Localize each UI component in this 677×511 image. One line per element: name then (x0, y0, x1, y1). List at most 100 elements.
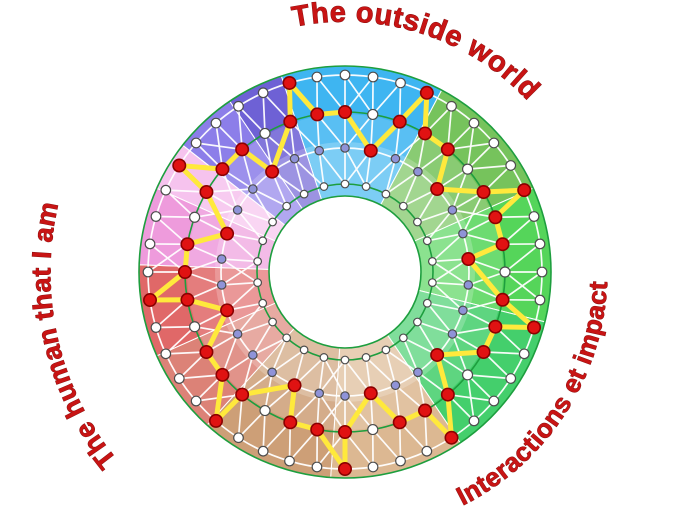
red-node (495, 237, 510, 252)
red-node (430, 347, 445, 362)
node-mid-purple (267, 367, 277, 378)
node-mid-purple (390, 153, 401, 164)
red-node (527, 320, 542, 335)
node-outer-white (311, 461, 323, 473)
node-mid-white (189, 211, 201, 223)
red-node (417, 403, 432, 418)
node-inner-white (398, 201, 408, 211)
node-inner-white (268, 217, 277, 227)
node-outer-white (468, 415, 480, 427)
red-node (178, 264, 193, 279)
red-node (310, 422, 325, 437)
node-mid-purple (447, 329, 458, 339)
node-inner-white (340, 355, 350, 365)
node-outer-white (257, 445, 269, 457)
node-mid-purple (216, 254, 227, 264)
red-node (215, 367, 230, 382)
node-mid-purple (390, 380, 401, 391)
red-node (199, 185, 214, 200)
node-inner-white (299, 345, 309, 355)
red-node (180, 292, 195, 307)
node-mid-purple (232, 205, 243, 215)
node-outer-white (233, 100, 244, 112)
red-node (440, 142, 455, 157)
node-inner-white (319, 353, 329, 362)
red-node (430, 182, 445, 197)
node-outer-white (190, 137, 202, 149)
red-node (363, 386, 378, 401)
node-mid-purple (458, 228, 468, 239)
red-node (337, 105, 352, 120)
node-outer-white (257, 87, 269, 99)
node-inner-white (361, 353, 371, 362)
node-outer-white (518, 348, 530, 360)
red-node (235, 387, 250, 402)
node-outer-white (160, 184, 172, 196)
node-inner-white (427, 278, 437, 288)
red-node (283, 415, 298, 430)
red-node (419, 85, 434, 100)
node-mid-white (499, 266, 511, 278)
red-node (172, 158, 187, 173)
diagram-layer (138, 65, 552, 479)
red-node (208, 413, 223, 428)
node-inner-white (319, 182, 329, 191)
green-ring (268, 195, 422, 349)
node-outer-white (446, 100, 457, 112)
node-inner-white (253, 278, 263, 288)
node-mid-white (367, 423, 379, 436)
label-human-that-i-am: The human that I am (26, 199, 122, 475)
red-node (180, 237, 195, 252)
red-node (282, 75, 297, 90)
node-outer-white (173, 373, 185, 384)
node-outer-white (421, 445, 433, 457)
red-node (461, 252, 476, 267)
node-mid-purple (340, 391, 350, 401)
red-node (215, 162, 230, 177)
node-inner-white (422, 236, 432, 246)
node-mid-purple (248, 350, 258, 360)
node-outer-white (505, 373, 517, 384)
node-outer-white (150, 211, 162, 222)
red-node (220, 303, 235, 318)
node-outer-white (528, 211, 540, 222)
node-outer-white (339, 69, 351, 81)
node-mid-purple (413, 166, 423, 177)
node-outer-white (367, 71, 379, 83)
node-inner-white (381, 345, 391, 355)
red-node (337, 461, 352, 476)
node-mid-purple (314, 145, 325, 156)
node-inner-white (299, 189, 309, 199)
node-outer-white (233, 432, 244, 444)
red-node (495, 292, 510, 307)
red-node (444, 430, 459, 445)
node-mid-white (461, 369, 474, 381)
node-inner-white (258, 236, 268, 246)
node-outer-white (395, 77, 406, 89)
red-node (199, 344, 214, 359)
red-node (476, 344, 491, 359)
node-inner-white (398, 333, 408, 343)
node-outer-white (505, 160, 517, 171)
red-node (392, 415, 407, 430)
node-mid-purple (232, 329, 243, 339)
red-node (476, 185, 491, 200)
node-inner-white (422, 298, 432, 308)
node-outer-white (468, 117, 480, 129)
red-node (363, 143, 378, 158)
node-mid-purple (216, 280, 227, 290)
node-outer-white (395, 455, 406, 467)
node-inner-white (361, 182, 371, 191)
node-outer-white (150, 322, 162, 333)
red-node (440, 387, 455, 402)
node-outer-white (142, 266, 154, 278)
node-inner-white (282, 333, 292, 343)
node-inner-white (413, 317, 422, 327)
red-node (143, 293, 158, 308)
node-mid-purple (248, 184, 258, 194)
red-node (235, 142, 250, 157)
node-inner-white (413, 217, 422, 227)
node-inner-white (282, 201, 292, 211)
